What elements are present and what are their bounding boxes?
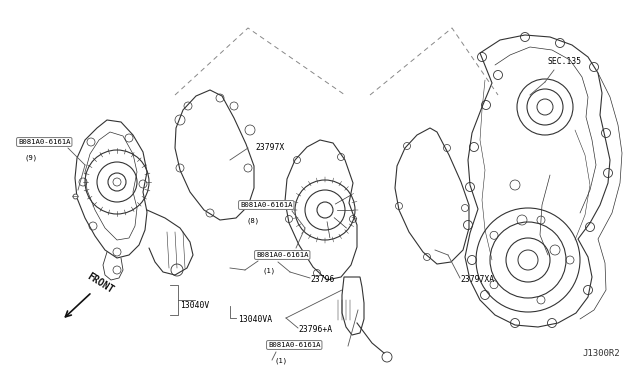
- Text: SEC.135: SEC.135: [548, 58, 582, 67]
- Text: (1): (1): [262, 268, 275, 274]
- Text: 23797XA: 23797XA: [460, 276, 494, 285]
- Text: 13040VA: 13040VA: [238, 315, 272, 324]
- Text: FRONT: FRONT: [85, 271, 115, 295]
- Text: B081A0-6161A: B081A0-6161A: [240, 202, 292, 208]
- Text: B081A0-6161A: B081A0-6161A: [18, 139, 70, 145]
- Text: 23796+A: 23796+A: [298, 326, 332, 334]
- Text: 23796: 23796: [310, 276, 334, 285]
- Text: (8): (8): [246, 218, 259, 224]
- Text: (9): (9): [24, 155, 37, 161]
- Text: J1300R2: J1300R2: [582, 349, 620, 358]
- Text: 23797X: 23797X: [255, 144, 284, 153]
- Text: 13040V: 13040V: [180, 301, 209, 310]
- Text: (1): (1): [274, 358, 287, 364]
- Text: B081A0-6161A: B081A0-6161A: [256, 252, 308, 258]
- Text: B081A0-6161A: B081A0-6161A: [268, 342, 321, 348]
